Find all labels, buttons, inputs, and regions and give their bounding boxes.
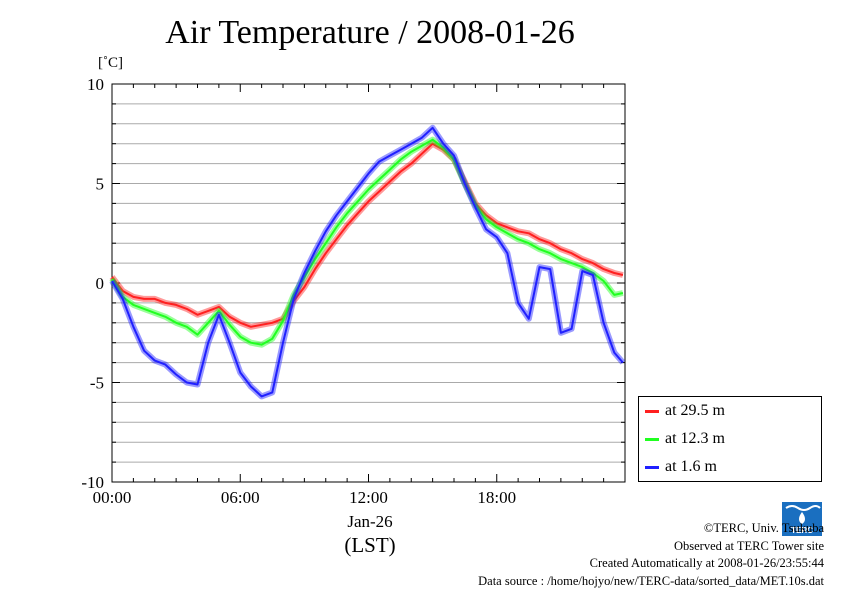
- data-source-text: Data source : /home/hojyo/new/TERC-data/…: [478, 573, 824, 588]
- footer-credits: ©TERC, Univ. Tsukuba Observed at TERC To…: [478, 520, 824, 590]
- terc-logo-icon: TERC: [782, 502, 822, 536]
- legend-swatch: [645, 409, 659, 413]
- legend-item-1-6m: at 1.6 m: [645, 457, 717, 477]
- x-tick-label: 06:00: [221, 488, 260, 507]
- series-line: [111, 138, 624, 346]
- x-axis-date-label: Jan-26: [347, 512, 393, 531]
- x-tick-label: 12:00: [349, 488, 388, 507]
- x-tick-label: 00:00: [93, 488, 132, 507]
- y-tick-label: 5: [96, 175, 105, 194]
- y-tick-label: -10: [81, 473, 104, 492]
- legend-label: at 29.5 m: [665, 402, 725, 419]
- legend-label: at 1.6 m: [665, 458, 717, 475]
- chart-legend: at 29.5 m at 12.3 m at 1.6 m: [638, 396, 822, 482]
- observation-site-text: Observed at TERC Tower site: [673, 538, 824, 553]
- svg-text:TERC: TERC: [791, 526, 813, 535]
- y-axis-unit-label: [˚C]: [98, 55, 123, 71]
- legend-item-12-3m: at 12.3 m: [645, 429, 725, 449]
- copyright-text: ©TERC, Univ. Tsukuba: [703, 521, 824, 535]
- created-timestamp-text: Created Automatically at 2008-01-26/23:5…: [589, 556, 824, 570]
- y-tick-label: 0: [96, 274, 105, 293]
- y-tick-label: -5: [90, 374, 104, 393]
- legend-swatch: [645, 465, 659, 469]
- x-tick-label: 18:00: [477, 488, 516, 507]
- series-line: [111, 142, 624, 328]
- legend-swatch: [645, 437, 659, 441]
- series-line: [111, 126, 624, 398]
- series-line-halo: [109, 124, 626, 400]
- y-tick-label: 10: [87, 75, 104, 94]
- legend-label: at 12.3 m: [665, 430, 725, 447]
- chart-title: Air Temperature / 2008-01-26: [165, 14, 575, 51]
- x-axis-timezone-label: (LST): [344, 533, 396, 557]
- legend-item-29-5m: at 29.5 m: [645, 401, 725, 421]
